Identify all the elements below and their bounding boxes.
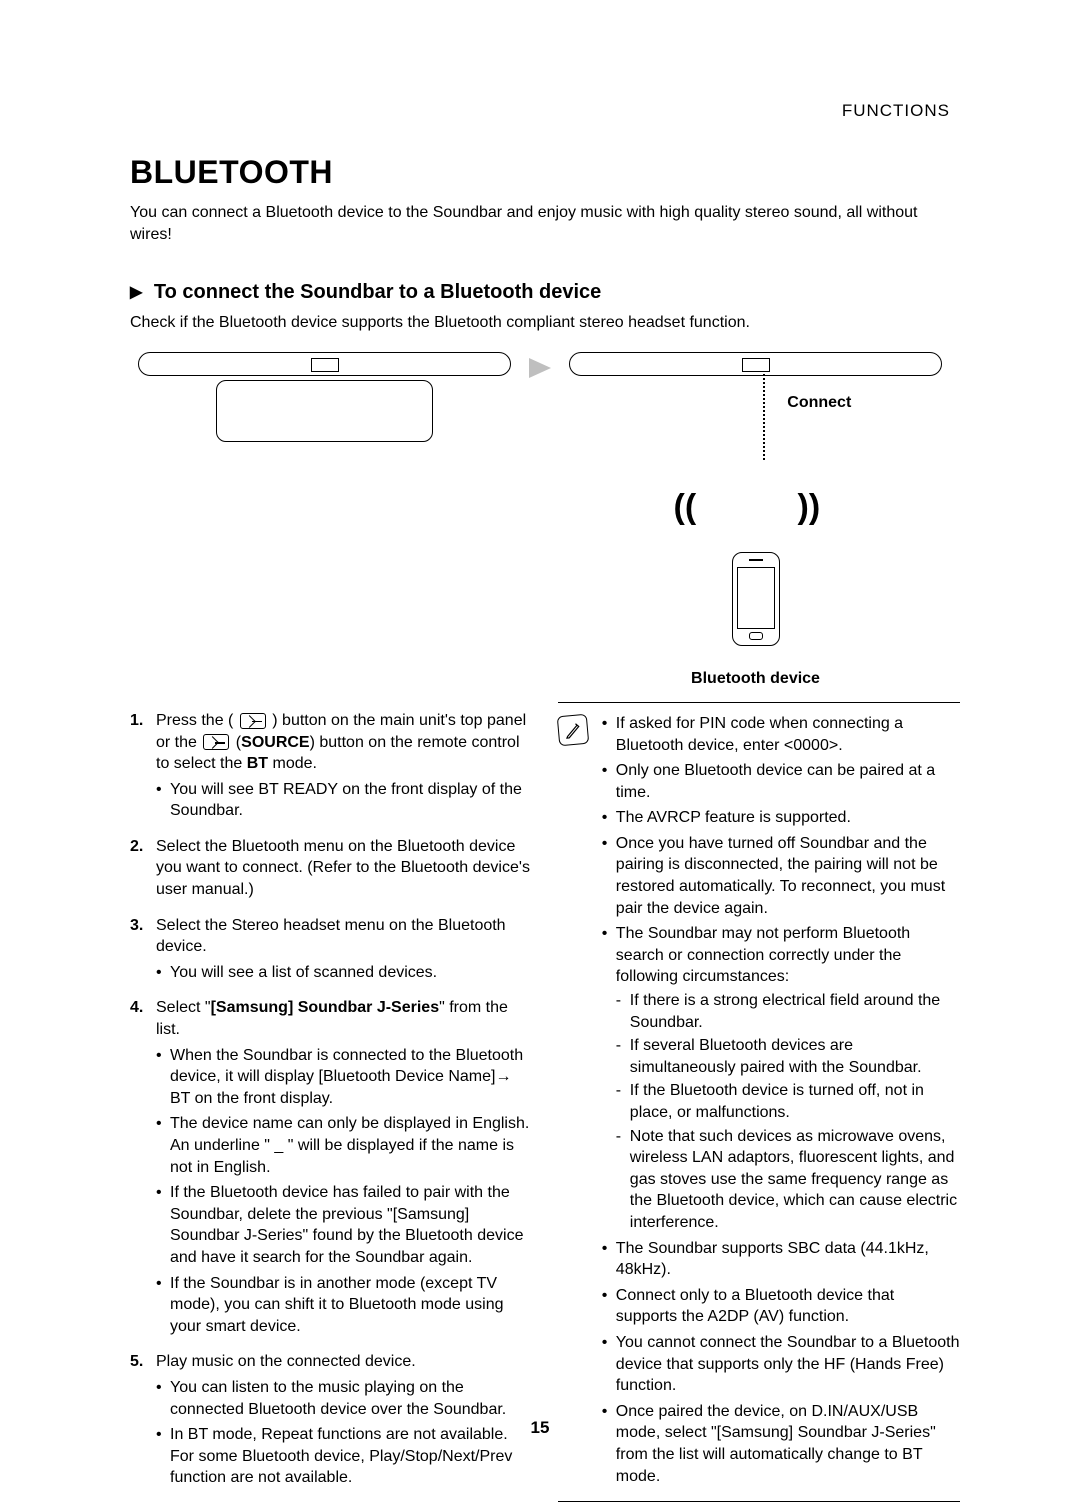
connection-diagram: Connect (( )) Bluetooth device (130, 352, 950, 682)
subheading: ▶ To connect the Soundbar to a Bluetooth… (130, 279, 950, 306)
diagram-soundbar-left (130, 352, 519, 442)
source-icon (203, 734, 229, 750)
note-item: Connect only to a Bluetooth device that … (602, 1285, 960, 1328)
note-subitem: If several Bluetooth devices are simulta… (616, 1035, 960, 1078)
note-item: If asked for PIN code when connecting a … (602, 713, 960, 756)
subheading-text: To connect the Soundbar to a Bluetooth d… (154, 281, 601, 303)
step-text: Select "[Samsung] Soundbar J-Series" fro… (156, 999, 508, 1038)
step-sub: In BT mode, Repeat functions are not ava… (156, 1424, 532, 1489)
note-item: The Soundbar may not perform Bluetooth s… (602, 923, 960, 1233)
check-text: Check if the Bluetooth device supports t… (130, 312, 950, 334)
note-subitem: Note that such devices as microwave oven… (616, 1126, 960, 1234)
step-sub: If the Bluetooth device has failed to pa… (156, 1182, 532, 1268)
note-item: The AVRCP feature is supported. (602, 807, 960, 829)
wave-left-icon: (( (674, 490, 697, 524)
note-item: The Soundbar supports SBC data (44.1kHz,… (602, 1238, 960, 1281)
soundbar-shape (561, 352, 950, 442)
step-4: 4. Select "[Samsung] Soundbar J-Series" … (130, 997, 532, 1337)
step-sub: If the Soundbar is in another mode (exce… (156, 1273, 532, 1338)
wave-right-icon: )) (798, 490, 821, 524)
connect-label: Connect (787, 392, 851, 414)
content-columns: 1. Press the ( ) button on the main unit… (130, 710, 950, 1503)
steps-list: 1. Press the ( ) button on the main unit… (130, 710, 532, 1489)
subheading-marker: ▶ (130, 282, 142, 304)
diagram-soundbar-right: Connect (( )) Bluetooth device (561, 352, 950, 682)
step-sub: When the Soundbar is connected to the Bl… (156, 1045, 532, 1110)
note-item: You cannot connect the Soundbar to a Blu… (602, 1332, 960, 1397)
step-3: 3. Select the Stereo headset menu on the… (130, 915, 532, 984)
note-item: Once paired the device, on D.IN/AUX/USB … (602, 1401, 960, 1487)
step-text: Press the ( ) button on the main unit's … (156, 712, 526, 772)
step-number: 3. (130, 915, 143, 937)
right-column: If asked for PIN code when connecting a … (558, 710, 960, 1503)
step-number: 1. (130, 710, 143, 732)
note-subitem: If the Bluetooth device is turned off, n… (616, 1080, 960, 1123)
phone-group: Bluetooth device (561, 552, 950, 682)
intro-text: You can connect a Bluetooth device to th… (130, 202, 950, 245)
bt-device-caption: Bluetooth device (561, 668, 950, 690)
step-sub: You can listen to the music playing on t… (156, 1377, 532, 1420)
note-subitem: If there is a strong electrical field ar… (616, 990, 960, 1033)
step-number: 2. (130, 836, 143, 858)
note-item: Only one Bluetooth device can be paired … (602, 760, 960, 803)
step-sub: You will see BT READY on the front displ… (156, 779, 532, 822)
step-text: Select the Stereo headset menu on the Bl… (156, 917, 506, 956)
step-5: 5. Play music on the connected device. Y… (130, 1351, 532, 1489)
step-sub: The device name can only be displayed in… (156, 1113, 532, 1178)
step-number: 5. (130, 1351, 143, 1373)
arrow-icon (529, 358, 551, 378)
step-2: 2. Select the Bluetooth menu on the Blue… (130, 836, 532, 901)
page-title: BLUETOOTH (130, 151, 950, 194)
note-box: If asked for PIN code when connecting a … (558, 702, 960, 1502)
step-sub: You will see a list of scanned devices. (156, 962, 532, 984)
connection-dots (763, 374, 765, 460)
step-text: Select the Bluetooth menu on the Bluetoo… (156, 838, 530, 898)
soundbar-shape (130, 352, 519, 442)
phone-icon (732, 552, 780, 646)
section-label: FUNCTIONS (130, 100, 950, 123)
step-text: Play music on the connected device. (156, 1353, 416, 1370)
source-icon (240, 713, 266, 729)
page-number: 15 (531, 1417, 550, 1440)
note-item: Once you have turned off Soundbar and th… (602, 833, 960, 919)
step-1: 1. Press the ( ) button on the main unit… (130, 710, 532, 822)
left-column: 1. Press the ( ) button on the main unit… (130, 710, 532, 1503)
note-body: If asked for PIN code when connecting a … (602, 713, 960, 1491)
step-number: 4. (130, 997, 143, 1019)
note-icon (557, 714, 590, 747)
